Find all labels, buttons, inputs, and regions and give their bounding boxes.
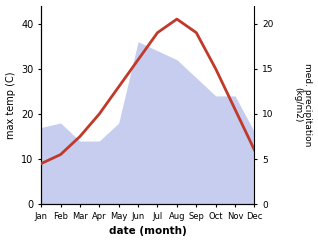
X-axis label: date (month): date (month) (109, 227, 187, 236)
Y-axis label: med. precipitation
(kg/m2): med. precipitation (kg/m2) (293, 63, 313, 147)
Y-axis label: max temp (C): max temp (C) (5, 71, 16, 139)
